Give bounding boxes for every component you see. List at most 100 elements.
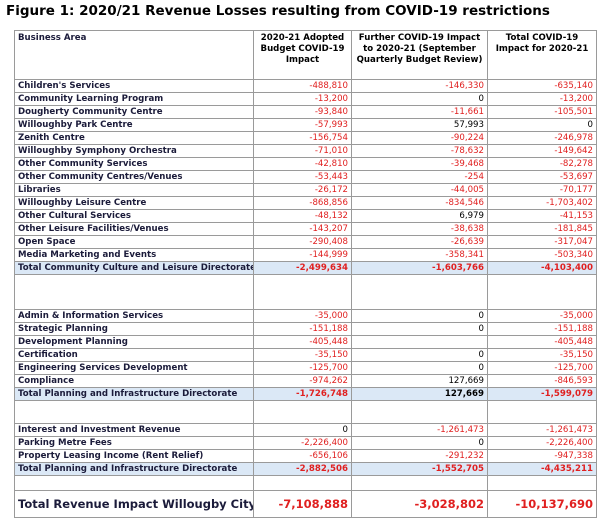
row-label: Willoughby Leisure Centre [14, 196, 254, 210]
data-row: Other Leisure Facilities/Venues -143,207-… [14, 222, 597, 236]
row-label: Certification [14, 348, 254, 362]
empty-cell [487, 274, 597, 310]
cell-value: -53,443 [253, 170, 352, 184]
row-label: Children's Services [14, 79, 254, 93]
cell-value: -254 [351, 170, 488, 184]
empty-cell [253, 400, 352, 424]
cell-value: -93,840 [253, 105, 352, 119]
revenue-table: Business Area 2020-21 Adopted Budget COVI… [14, 30, 597, 518]
cell-value: -405,448 [253, 335, 352, 349]
empty-cell [487, 475, 597, 491]
cell-value: 6,979 [351, 209, 488, 223]
cell-value: -1,726,748 [253, 387, 352, 401]
row-label: Strategic Planning [14, 322, 254, 336]
data-row: Admin & Information Services -35,000 0 -35,… [14, 309, 597, 323]
cell-value: -405,448 [487, 335, 597, 349]
row-label: Total Community Culture and Leisure Dire… [14, 261, 254, 275]
cell-value: 127,669 [351, 387, 488, 401]
row-label: Open Space [14, 235, 254, 249]
cell-value: -4,103,400 [487, 261, 597, 275]
cell-value: -57,993 [253, 118, 352, 132]
empty-cell [351, 400, 488, 424]
data-row: Children's Services -488,810 -146,330 -635,… [14, 79, 597, 93]
row-label: Community Learning Program [14, 92, 254, 106]
row-label: Other Cultural Services [14, 209, 254, 223]
cell-value: -105,501 [487, 105, 597, 119]
cell-value: -868,856 [253, 196, 352, 210]
data-row: Open Space -290,408 -26,639 -317,047 [14, 235, 597, 249]
total-row: Total Planning and Infrastructure Direct… [14, 462, 597, 476]
cell-value: -7,108,888 [253, 490, 352, 518]
cell-value: -144,999 [253, 248, 352, 262]
cell-value: -488,810 [253, 79, 352, 93]
cell-value: -635,140 [487, 79, 597, 93]
cell-value: 0 [487, 118, 597, 132]
data-row: Libraries -26,172 -44,005 -70,177 [14, 183, 597, 197]
cell-value: -125,700 [487, 361, 597, 375]
data-row: Strategic Planning -151,188 0 -151,188 [14, 322, 597, 336]
row-label: Willoughby Park Centre [14, 118, 254, 132]
cell-value: -1,552,705 [351, 462, 488, 476]
data-row: Certification -35,150 0 -35,150 [14, 348, 597, 362]
cell-value: -143,207 [253, 222, 352, 236]
cell-value: -290,408 [253, 235, 352, 249]
empty-cell [487, 400, 597, 424]
cell-value: -1,261,473 [487, 423, 597, 437]
cell-value: 0 [351, 309, 488, 323]
column-header: Business Area [14, 30, 254, 80]
table-body: Business Area 2020-21 Adopted Budget COVI… [14, 30, 597, 518]
row-label: Other Leisure Facilities/Venues [14, 222, 254, 236]
row-label: Libraries [14, 183, 254, 197]
cell-value: -834,546 [351, 196, 488, 210]
column-header: 2020-21 Adopted Budget COVID-19 Impact [253, 30, 352, 80]
cell-value: -26,639 [351, 235, 488, 249]
empty-cell [253, 475, 352, 491]
data-row: Dougherty Community Centre -93,840 -11,661… [14, 105, 597, 119]
cell-value: -358,341 [351, 248, 488, 262]
row-label: Willoughby Symphony Orchestra [14, 144, 254, 158]
cell-value: -38,638 [351, 222, 488, 236]
figure-title: Figure 1: 2020/21 Revenue Losses resulti… [6, 3, 550, 19]
cell-value: -503,340 [487, 248, 597, 262]
cell-value: -39,468 [351, 157, 488, 171]
row-label: Other Community Services [14, 157, 254, 171]
cell-value: -4,435,211 [487, 462, 597, 476]
cell-value: -291,232 [351, 449, 488, 463]
cell-value: 127,669 [351, 374, 488, 388]
cell-value: -3,028,802 [351, 490, 488, 518]
data-row: Development Planning -405,448 -405,448 [14, 335, 597, 349]
cell-value: -71,010 [253, 144, 352, 158]
cell-value: -35,150 [487, 348, 597, 362]
total-row: Total Planning and Infrastructure Direct… [14, 387, 597, 401]
cell-value: -11,661 [351, 105, 488, 119]
spacer-row [14, 400, 597, 424]
empty-cell [253, 274, 352, 310]
cell-value: -2,499,634 [253, 261, 352, 275]
cell-value: -974,262 [253, 374, 352, 388]
cell-value: 0 [351, 361, 488, 375]
data-row: Community Learning Program -13,200 0 -13,20… [14, 92, 597, 106]
data-row: Property Leasing Income (Rent Relief) -65… [14, 449, 597, 463]
cell-value: -846,593 [487, 374, 597, 388]
column-header: Further COVID-19 Impact to 2020-21 (Sept… [351, 30, 488, 80]
data-row: Other Community Centres/Venues -53,443 -25… [14, 170, 597, 184]
row-label: Engineering Services Development [14, 361, 254, 375]
data-row: Other Cultural Services -48,132 6,979 -41,1… [14, 209, 597, 223]
cell-value: -181,845 [487, 222, 597, 236]
column-header: Total COVID-19 Impact for 2020-21 [487, 30, 597, 80]
data-row: Engineering Services Development -125,700… [14, 361, 597, 375]
cell-value: -35,000 [253, 309, 352, 323]
row-label: Development Planning [14, 335, 254, 349]
cell-value: 57,993 [351, 118, 488, 132]
cell-value: -151,188 [487, 322, 597, 336]
row-label: Admin & Information Services [14, 309, 254, 323]
cell-value: -13,200 [487, 92, 597, 106]
cell-value: -35,000 [487, 309, 597, 323]
row-label: Total Revenue Impact Willougby City [14, 490, 254, 518]
cell-value: -10,137,690 [487, 490, 597, 518]
row-label: Zenith Centre [14, 131, 254, 145]
cell-value: -2,226,400 [253, 436, 352, 450]
cell-value [351, 335, 488, 349]
cell-value: -44,005 [351, 183, 488, 197]
